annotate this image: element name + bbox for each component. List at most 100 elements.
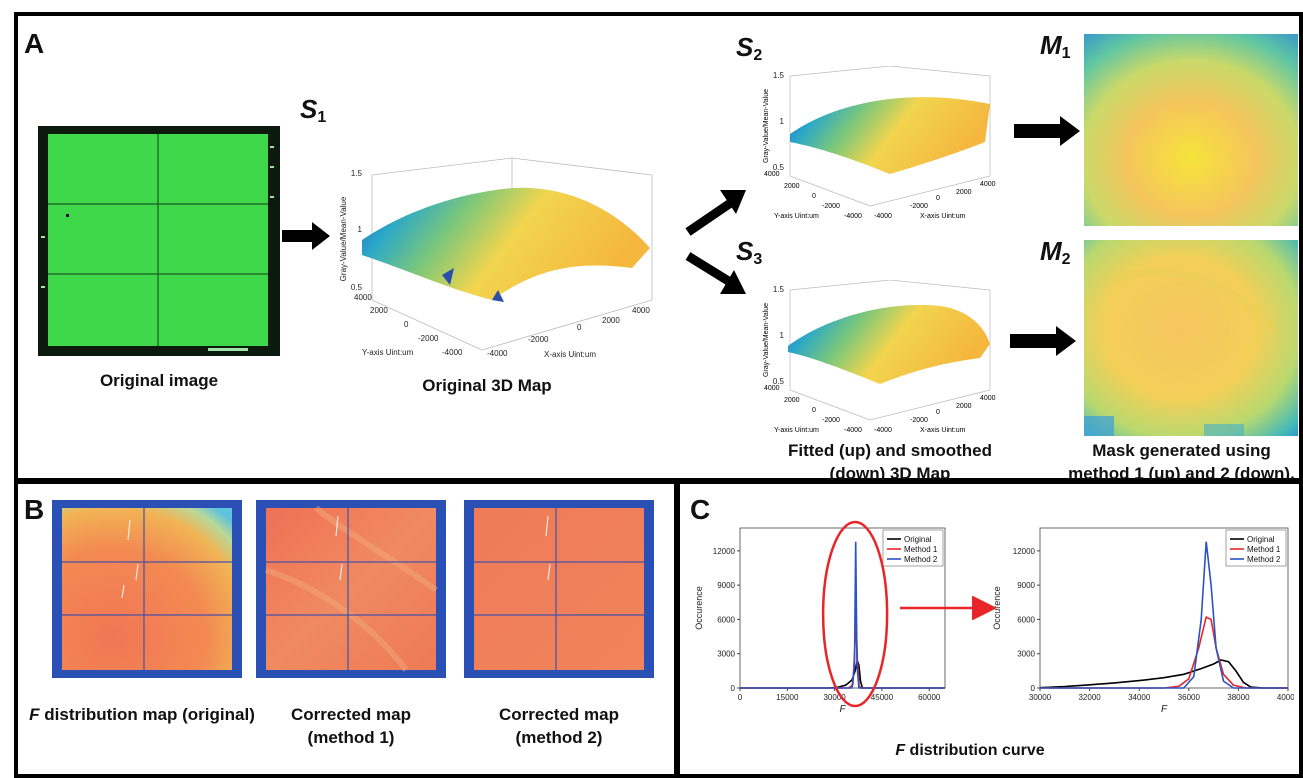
s2-y-tick-3: 0 (812, 193, 816, 200)
caption-mask-line1: Mask generated using (1092, 441, 1271, 460)
caption-m1-line1: Corrected map (291, 705, 411, 724)
x-tick-label: 30000 (1029, 693, 1052, 702)
x-tick-label: 60000 (918, 693, 941, 702)
s2-x-tick-4: 2000 (956, 189, 972, 196)
x-axis-label: F (839, 704, 846, 715)
x-axis-label: F (1161, 704, 1168, 715)
x-tick-label: 30000 (823, 693, 846, 702)
y-axis-label: Occurence (694, 586, 704, 630)
s2-z-tick-1: 1.5 (773, 71, 785, 80)
s2-x-tick-3: 0 (936, 195, 940, 202)
fitted-3d-map-plot: 1.5 1 0.5 Gray-Value/Mean-Value 4000 200… (763, 66, 996, 220)
arrow-to-3d-map (282, 222, 330, 250)
caption-f-map-method2: Corrected map (method 2) (464, 704, 654, 750)
caption-fitted-line1: Fitted (up) and smoothed (788, 441, 992, 460)
s2-y-tick-5: -4000 (844, 213, 862, 220)
arrow-to-s3 (685, 252, 746, 294)
panel-b-letter: B (24, 494, 45, 525)
series-line-original (740, 657, 945, 689)
caption-m2-line2: (method 2) (515, 727, 603, 747)
zoom-arrow (900, 596, 997, 620)
caption-f-rest: distribution map (original) (39, 705, 255, 724)
s3-y-tick-1: 4000 (764, 385, 780, 392)
s2-z-tick-2: 1 (780, 117, 785, 126)
s3-y-tick-4: -2000 (822, 417, 840, 424)
s2-x-tick-5: 4000 (980, 181, 996, 188)
s3-z-axis-label: Gray-Value/Mean-Value (763, 303, 770, 377)
s2-y-axis-label: Y-axis Uint:um (774, 213, 819, 220)
caption-f-map-method1: Corrected map (method 1) (256, 704, 446, 750)
s3-y-tick-3: 0 (812, 407, 816, 414)
x-tick-label: 0 (738, 693, 743, 702)
series-line-original (1039, 659, 1288, 689)
caption-curve-italic: F (895, 742, 906, 759)
caption-original-image: Original image (99, 371, 219, 390)
s3-z-tick-1: 1.5 (773, 285, 785, 294)
x-tick-label: 15000 (776, 693, 799, 702)
s2-z-axis-label: Gray-Value/Mean-Value (763, 89, 770, 163)
x-tick-3: 0 (577, 323, 582, 332)
series-line-method-1 (740, 617, 945, 689)
caption-f-map-original: F distribution map (original) (22, 704, 262, 727)
arrow-to-m2 (1010, 326, 1076, 356)
x-tick-label: 38000 (1227, 693, 1250, 702)
y-tick-label: 12000 (713, 547, 736, 556)
z-tick-1: 1.5 (351, 169, 363, 178)
y-tick-label: 6000 (717, 615, 735, 624)
s2-y-tick-4: -2000 (822, 203, 840, 210)
legend-box (882, 529, 944, 567)
series-line-method-2 (740, 541, 945, 689)
x-tick-label: 45000 (871, 693, 894, 702)
s2-x-axis-label: X-axis Uint:um (920, 213, 966, 220)
legend-label: Original (904, 535, 932, 544)
y-tick-5: -4000 (442, 348, 463, 357)
caption-m2-line1: Corrected map (499, 705, 619, 724)
x-tick-label: 32000 (1078, 693, 1101, 702)
y-tick-label: 6000 (1017, 615, 1035, 624)
caption-f-curve: F distribution curve (820, 740, 1120, 762)
y-tick-4: -2000 (418, 334, 439, 343)
y-axis-label: Y-axis Uint:um (362, 348, 414, 357)
mask-m2-image (1084, 240, 1298, 436)
original-image (38, 126, 280, 356)
panel-a-letter: A (24, 28, 45, 59)
z-axis-label: Gray-Value/Mean-Value (339, 196, 348, 281)
symbol-m2: M2 (1040, 236, 1071, 268)
y-tick-label: 0 (731, 684, 736, 693)
y-tick-2: 2000 (370, 306, 388, 315)
s3-x-tick-3: 0 (936, 409, 940, 416)
caption-curve-rest: distribution curve (905, 742, 1045, 759)
caption-fitted-line2: (down) 3D Map (829, 463, 951, 483)
x-tick-label: 36000 (1178, 693, 1201, 702)
s3-x-tick-4: 2000 (956, 403, 972, 410)
y-tick-label: 12000 (1013, 547, 1036, 556)
legend-label: Method 2 (1247, 555, 1281, 564)
panel-c-letter: C (690, 494, 711, 525)
s2-x-tick-1: -4000 (874, 213, 892, 220)
f-map-original (52, 500, 242, 678)
legend-label: Method 1 (1247, 545, 1281, 554)
s3-x-tick-2: -2000 (910, 417, 928, 424)
legend-label: Original (1247, 535, 1275, 544)
series-line-method-1 (1040, 615, 1288, 689)
symbol-m1: M1 (1040, 30, 1071, 62)
mask-m1-image (1084, 34, 1298, 226)
x-tick-label: 34000 (1128, 693, 1151, 702)
f-map-method1 (256, 500, 446, 678)
y-tick-3: 0 (404, 320, 409, 329)
legend-label: Method 1 (904, 545, 938, 554)
x-tick-4: 2000 (602, 316, 620, 325)
caption-f-italic: F (29, 705, 40, 724)
y-tick-label: 3000 (717, 650, 735, 659)
s3-y-axis-label: Y-axis Uint:um (774, 427, 819, 434)
highlight-ellipse (821, 520, 889, 708)
caption-mask: Mask generated using method 1 (up) and 2… (1060, 440, 1303, 486)
legend-label: Method 2 (904, 555, 938, 564)
legend-box (1225, 529, 1287, 567)
z-tick-2: 1 (358, 225, 363, 234)
s2-y-tick-1: 4000 (764, 171, 780, 178)
original-3d-map-plot: 1.5 1 0.5 Gray-Value/Mean-Value 4000 200… (339, 157, 653, 359)
symbol-s2: S2 (736, 32, 763, 64)
symbol-s1: S1 (300, 94, 327, 126)
x-tick-5: 4000 (632, 306, 650, 315)
